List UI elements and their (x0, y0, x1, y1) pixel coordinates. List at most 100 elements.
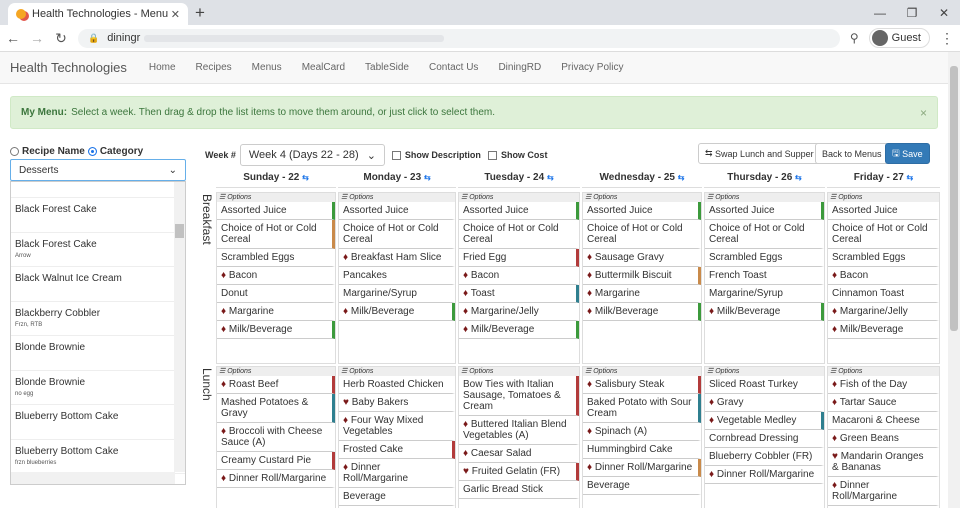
menu-item[interactable]: Mashed Potatoes & Gravy (217, 394, 335, 423)
zoom-icon[interactable]: ⚲ (849, 31, 859, 45)
restore-icon[interactable]: ❐ (906, 5, 918, 20)
list-scrollbar[interactable] (174, 182, 185, 472)
swap-day-icon[interactable]: ⇆ (795, 173, 802, 182)
menu-item[interactable]: Hummingbird Cake (583, 441, 701, 459)
menu-item[interactable]: Scrambled Eggs (705, 249, 824, 267)
back-icon[interactable]: ← (6, 30, 20, 46)
menu-item[interactable]: Margarine/Syrup (339, 285, 455, 303)
menu-item[interactable]: Assorted Juice (339, 202, 455, 220)
close-window-icon[interactable]: ✕ (938, 5, 950, 20)
menu-item[interactable]: ♦ Dinner Roll/Margarine (217, 470, 335, 488)
recipe-item[interactable]: Blueberry Bottom Cake (11, 405, 185, 440)
menu-item[interactable]: ♦ Four Way Mixed Vegetables (339, 412, 455, 441)
url-input[interactable]: 🔒 diningr (78, 28, 840, 48)
menu-item[interactable]: ♦ Buttermilk Biscuit (583, 267, 701, 285)
menu-item[interactable]: ♦ Gravy (705, 394, 824, 412)
menu-item[interactable]: Choice of Hot or Cold Cereal (217, 220, 335, 249)
new-tab-icon[interactable]: + (195, 3, 205, 22)
brand[interactable]: Health Technologies (10, 60, 127, 75)
menu-item[interactable]: Herb Roasted Chicken (339, 376, 455, 394)
menu-item[interactable]: Assorted Juice (459, 202, 579, 220)
menu-item[interactable]: Cinnamon Toast (828, 285, 939, 303)
menu-item[interactable]: Baked Potato with Sour Cream (583, 394, 701, 423)
menu-item[interactable]: ♦ Green Beans (828, 430, 939, 448)
menu-item[interactable]: Garlic Bread Stick (459, 481, 579, 499)
menu-item[interactable]: ♦ Vegetable Medley (705, 412, 824, 430)
recipe-item[interactable]: Blonde Brownie no egg (11, 371, 185, 405)
recipe-name-radio[interactable] (10, 147, 19, 156)
menu-item[interactable]: Scrambled Eggs (828, 249, 939, 267)
menu-item[interactable]: ♦ Bacon (217, 267, 335, 285)
menu-item[interactable]: Blueberry Cobbler (FR) (705, 448, 824, 466)
menu-item[interactable]: ♦ Dinner Roll/Margarine (583, 459, 701, 477)
menu-item[interactable]: ♦ Broccoli with Cheese Sauce (A) (217, 423, 335, 452)
menu-item[interactable]: Assorted Juice (828, 202, 939, 220)
menu-item[interactable]: ♦ Breakfast Ham Slice (339, 249, 455, 267)
options-toggle[interactable]: ☰ Options (339, 193, 455, 202)
nav-home[interactable]: Home (148, 62, 176, 73)
options-toggle[interactable]: ☰ Options (828, 367, 939, 376)
menu-item[interactable]: ♦ Margarine (217, 303, 335, 321)
menu-item[interactable]: ♦ Salisbury Steak (583, 376, 701, 394)
nav-mealcard[interactable]: MealCard (301, 62, 346, 73)
recipe-item[interactable]: Blackberry Cobbler Frzn, RTB (11, 302, 185, 336)
swap-day-icon[interactable]: ⇆ (423, 173, 431, 182)
menu-item[interactable]: Margarine/Syrup (705, 285, 824, 303)
menu-item[interactable]: ♦ Margarine/Jelly (459, 303, 579, 321)
options-toggle[interactable]: ☰ Options (828, 193, 939, 202)
options-toggle[interactable]: ☰ Options (459, 193, 579, 202)
menu-item[interactable]: ♦ Bacon (828, 267, 939, 285)
menu-icon[interactable]: ⋮ (940, 29, 954, 46)
nav-diningrd[interactable]: DiningRD (498, 62, 542, 73)
menu-item[interactable]: ♦ Spinach (A) (583, 423, 701, 441)
minimize-icon[interactable]: — (874, 5, 886, 20)
nav-tableside[interactable]: TableSide (365, 62, 409, 73)
menu-item[interactable]: Beverage (583, 477, 701, 495)
recipe-item[interactable]: Black Forest Cake (11, 198, 185, 233)
category-radio[interactable] (87, 147, 97, 156)
nav-privacy[interactable]: Privacy Policy (561, 62, 624, 73)
menu-item[interactable]: ♥ Baby Bakers (339, 394, 455, 412)
back-to-menus-button[interactable]: Back to Menus (815, 143, 889, 164)
menu-item[interactable]: Macaroni & Cheese (828, 412, 939, 430)
menu-item[interactable]: ♦ Tartar Sauce (828, 394, 939, 412)
profile-button[interactable]: Guest (868, 28, 930, 48)
forward-icon[interactable]: → (30, 30, 44, 46)
menu-item[interactable]: ♦ Milk/Beverage (583, 303, 701, 321)
menu-item[interactable]: Choice of Hot or Cold Cereal (339, 220, 455, 249)
swap-button[interactable]: ⇆ Swap Lunch and Supper (698, 143, 821, 164)
menu-item[interactable]: ♦ Buttered Italian Blend Vegetables (A) (459, 416, 579, 445)
menu-item[interactable]: Bow Ties with Italian Sausage, Tomatoes … (459, 376, 579, 416)
menu-item[interactable]: ♦ Toast (459, 285, 579, 303)
recipe-item[interactable]: Blonde Brownie (11, 336, 185, 371)
browser-tab[interactable]: Health Technologies - Menu Plan ✕ (8, 3, 188, 25)
menu-item[interactable]: Beverage (339, 488, 455, 506)
menu-item[interactable]: Choice of Hot or Cold Cereal (828, 220, 939, 249)
menu-item[interactable]: Scrambled Eggs (217, 249, 335, 267)
menu-item[interactable]: ♦ Caesar Salad (459, 445, 579, 463)
list-hscrollbar[interactable] (11, 472, 175, 484)
category-select[interactable]: Desserts ⌄ (10, 159, 186, 181)
page-scrollbar[interactable] (948, 52, 960, 508)
swap-day-icon[interactable]: ⇆ (906, 173, 914, 182)
menu-item[interactable]: Choice of Hot or Cold Cereal (705, 220, 824, 249)
nav-menus[interactable]: Menus (251, 62, 282, 73)
menu-item[interactable]: Assorted Juice (583, 202, 701, 220)
swap-day-icon[interactable]: ⇆ (546, 173, 554, 182)
options-toggle[interactable]: ☰ Options (583, 193, 701, 202)
save-button[interactable]: 🖫 Save (885, 143, 930, 164)
menu-item[interactable]: ♦ Milk/Beverage (828, 321, 939, 339)
menu-item[interactable]: ♦ Milk/Beverage (705, 303, 824, 321)
menu-item[interactable]: Assorted Juice (217, 202, 335, 220)
list-item[interactable] (11, 182, 185, 198)
menu-item[interactable]: Fried Egg (459, 249, 579, 267)
recipe-item[interactable]: Black Forest Cake Arrow (11, 233, 185, 267)
menu-item[interactable]: ♦ Milk/Beverage (339, 303, 455, 321)
menu-item[interactable]: ♦ Dinner Roll/Margarine (705, 466, 824, 484)
options-toggle[interactable]: ☰ Options (705, 193, 824, 202)
menu-item[interactable]: Donut (217, 285, 335, 303)
menu-item[interactable]: ♦ Milk/Beverage (459, 321, 579, 339)
menu-item[interactable]: ♦ Roast Beef (217, 376, 335, 394)
menu-item[interactable]: Pancakes (339, 267, 455, 285)
menu-item[interactable]: ♥ Fruited Gelatin (FR) (459, 463, 579, 481)
